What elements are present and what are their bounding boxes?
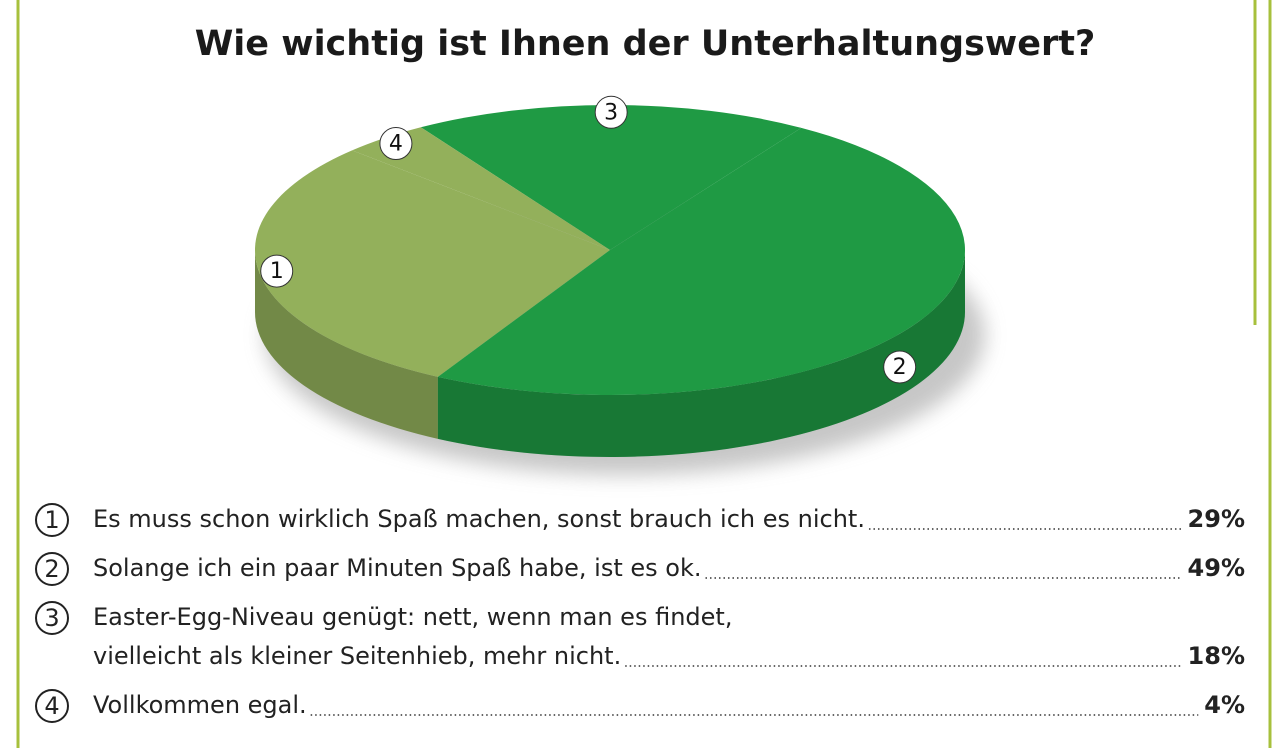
legend-number: 3 [44, 604, 59, 632]
legend-badge [35, 689, 69, 723]
slice-label: 1 [270, 259, 284, 284]
slice-label-badge [379, 127, 413, 161]
slice-side-shade [255, 250, 438, 439]
slice [420, 105, 802, 250]
slice-label: 3 [604, 100, 618, 125]
slice-label-badge [260, 254, 294, 288]
legend-number: 2 [44, 555, 59, 583]
slice [255, 150, 611, 377]
legend-number: 1 [44, 506, 59, 534]
legend-value: 49% [1188, 554, 1245, 582]
legend-badge [35, 503, 69, 537]
legend-text: vielleicht als kleiner Seitenhieb, mehr … [93, 642, 621, 670]
slice-label-badge [594, 95, 628, 129]
legend-text: Es muss schon wirklich Spaß machen, sons… [93, 505, 865, 533]
slice-side [437, 250, 965, 457]
legend-text: Easter-Egg-Niveau genügt: nett, wenn man… [93, 603, 732, 631]
legend-badge [35, 601, 69, 635]
legend-badge [35, 552, 69, 586]
chart-title: Wie wichtig ist Ihnen der Unterhaltungsw… [195, 24, 1096, 64]
legend-value: 4% [1204, 691, 1245, 719]
slice-label: 2 [893, 355, 907, 380]
slice-label-badge [883, 350, 917, 384]
slice [437, 127, 965, 395]
legend-text: Vollkommen egal. [93, 691, 307, 719]
legend-number: 4 [44, 692, 59, 720]
legend-text: Solange ich ein paar Minuten Spaß habe, … [93, 554, 701, 582]
slice-label: 4 [389, 132, 403, 157]
slice [352, 127, 610, 250]
slice-side [255, 250, 438, 439]
legend-value: 18% [1188, 642, 1245, 670]
legend-value: 29% [1188, 505, 1245, 533]
slice-side-shade [437, 250, 965, 457]
